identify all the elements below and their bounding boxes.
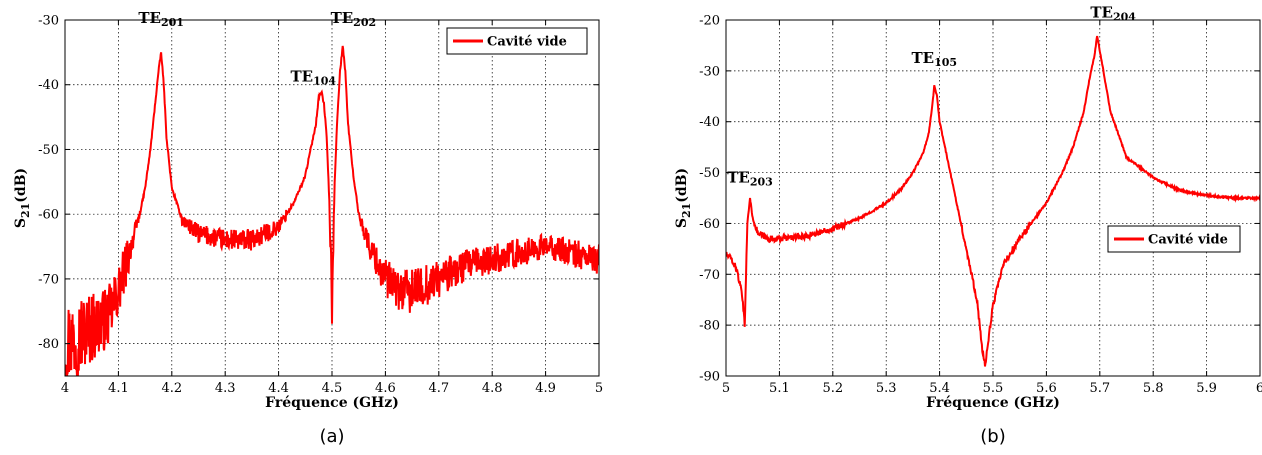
panel-caption: (b) [980,426,1005,447]
peak-label: TE201 [138,9,184,29]
x-tick-label: 6 [1256,381,1262,396]
x-tick-label: 5.6 [1036,381,1057,396]
series-line [65,45,599,376]
x-tick-label: 4.6 [375,381,396,396]
y-tick-label: -40 [38,78,59,93]
chart-panel-a: 4 4.1 4.2 4.3 4.4 4.5 4.6 4.7 4.8 4.9 5 -80 -70 -60 -5… [13,9,603,447]
legend: Cavité vide [1107,225,1241,253]
x-tick-label: 4.1 [108,381,129,396]
x-tick-label: 4.2 [161,381,182,396]
y-tick-label: -70 [38,272,59,287]
panel-caption: (a) [319,426,344,447]
y-tick-label: -30 [38,14,59,29]
x-tick-label: 5.9 [1196,381,1217,396]
peak-label: TE203 [727,169,773,189]
legend-label: Cavité vide [1148,233,1228,248]
legend-label: Cavité vide [487,35,567,50]
x-tick-label: 4.3 [215,381,236,396]
y-tick-label: -80 [38,337,59,352]
y-tick-label: -60 [699,217,720,232]
x-tick-label: 5.5 [983,381,1004,396]
x-tick-label: 5.3 [876,381,897,396]
y-tick-label: -40 [699,115,720,130]
y-tick-label: -80 [699,319,720,334]
legend: Cavité vide [446,27,588,55]
y-axis-label: S21(dB) [13,168,32,228]
y-tick-label: -50 [38,143,59,158]
x-tick-label: 5.2 [822,381,843,396]
x-tick-label: 5.8 [1143,381,1164,396]
x-tick-label: 5.7 [1089,381,1110,396]
y-tick-label: -70 [699,268,720,283]
x-tick-label: 4 [61,381,69,396]
x-tick-label: 5 [595,381,603,396]
x-tick-label: 5.1 [769,381,790,396]
y-tick-label: -50 [699,166,720,181]
chart-panel-b: 5 5.1 5.2 5.3 5.4 5.5 5.6 5.7 5.8 5.9 6 -90 -80 -70 -6… [674,3,1262,447]
peak-label: TE104 [291,67,337,87]
y-axis-label: S21(dB) [674,168,693,228]
peak-label: TE202 [331,9,377,29]
x-tick-label: 4.8 [482,381,503,396]
series-line [726,35,1260,367]
y-tick-label: -30 [699,64,720,79]
x-tick-label: 4.5 [322,381,343,396]
x-tick-label: 5.4 [929,381,950,396]
x-tick-label: 4.7 [428,381,449,396]
y-tick-label: -90 [699,370,720,385]
x-tick-label: 5 [722,381,730,396]
x-axis-label: Fréquence (GHz) [265,395,399,411]
x-tick-label: 4.4 [268,381,289,396]
y-tick-label: -60 [38,208,59,223]
peak-label: TE204 [1090,3,1136,23]
x-tick-label: 4.9 [535,381,556,396]
x-axis-label: Fréquence (GHz) [926,395,1060,411]
y-tick-label: -20 [699,14,720,29]
peak-label: TE105 [911,49,957,69]
